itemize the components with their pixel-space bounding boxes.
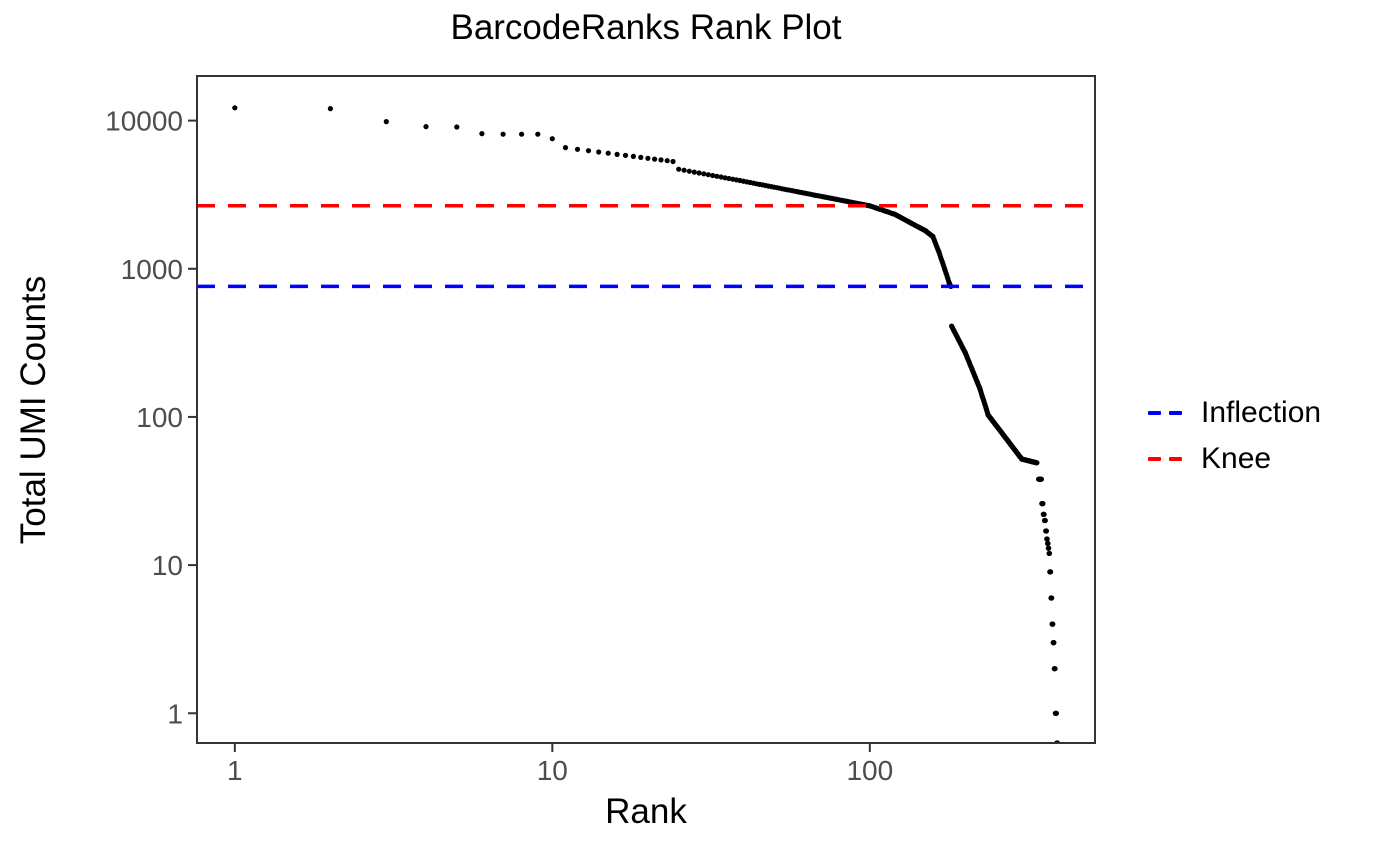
y-axis-tick-label: 1000: [121, 254, 183, 285]
data-point: [664, 158, 670, 164]
data-point: [596, 149, 602, 155]
data-point: [1046, 550, 1053, 557]
y-axis-tick-label: 1: [167, 698, 183, 729]
data-point: [614, 151, 620, 157]
data-points-series: [232, 105, 1061, 743]
data-point: [705, 172, 711, 178]
data-point: [383, 119, 389, 125]
data-point: [638, 154, 644, 160]
data-point: [1049, 595, 1055, 601]
chart-title: BarcodeRanks Rank Plot: [450, 8, 842, 47]
data-point: [1044, 536, 1050, 542]
y-axis-tick-label: 100: [136, 402, 183, 433]
data-point: [681, 167, 687, 173]
dash-segment: [1148, 411, 1161, 415]
data-point: [670, 158, 676, 165]
data-point: [1053, 710, 1059, 716]
data-point: [714, 173, 720, 179]
data-point: [622, 152, 629, 158]
x-axis-label: Rank: [605, 792, 687, 831]
x-axis-tick-label: 100: [846, 755, 893, 786]
data-point: [1048, 569, 1054, 575]
data-point: [1042, 517, 1048, 524]
data-point: [232, 105, 238, 111]
legend-label: Knee: [1201, 442, 1272, 475]
data-point: [691, 169, 697, 175]
legend-item-knee: Knee: [1148, 436, 1321, 482]
data-point: [658, 157, 664, 163]
data-point: [605, 150, 611, 156]
data-point: [549, 136, 555, 142]
data-point: [1050, 621, 1056, 627]
legend-label: Inflection: [1201, 396, 1322, 429]
data-point: [1045, 540, 1051, 547]
data-point: [1041, 511, 1047, 517]
data-point: [718, 174, 724, 180]
legend-dash-key-icon: [1148, 411, 1184, 415]
dash-segment: [1169, 411, 1182, 415]
data-point: [701, 171, 707, 177]
data-point: [327, 106, 333, 112]
data-point: [454, 124, 460, 130]
y-axis-tick-label: 10: [152, 550, 183, 581]
data-point: [652, 156, 658, 162]
y-axis-tick-label: 10000: [105, 106, 183, 137]
data-point: [676, 166, 682, 172]
data-point: [696, 170, 702, 176]
data-point: [630, 153, 637, 159]
data-point: [479, 131, 485, 137]
legend-item-inflection: Inflection: [1148, 390, 1321, 436]
data-point: [1051, 640, 1057, 646]
data-point: [1038, 476, 1044, 482]
data-point: [500, 131, 506, 137]
data-point: [1052, 666, 1058, 672]
data-point: [574, 146, 581, 152]
data-point: [645, 155, 651, 161]
data-point: [1040, 501, 1046, 507]
data-point: [1034, 460, 1040, 466]
data-point: [423, 124, 429, 130]
legend: Inflection Knee: [1148, 390, 1321, 482]
legend-dash-key-icon: [1148, 457, 1184, 461]
data-point: [535, 131, 541, 137]
data-point: [585, 148, 592, 154]
data-point: [710, 172, 716, 179]
data-point: [562, 145, 569, 151]
x-axis-tick-label: 1: [227, 755, 243, 786]
panel-border: [196, 75, 1096, 744]
dash-segment: [1169, 457, 1182, 461]
x-axis-tick-label: 10: [537, 755, 568, 786]
dash-segment: [1148, 457, 1161, 461]
data-point: [1046, 545, 1052, 551]
y-axis-label: Total UMI Counts: [14, 275, 53, 545]
data-point: [686, 168, 692, 174]
data-point: [519, 131, 525, 137]
data-point: [1043, 528, 1049, 534]
